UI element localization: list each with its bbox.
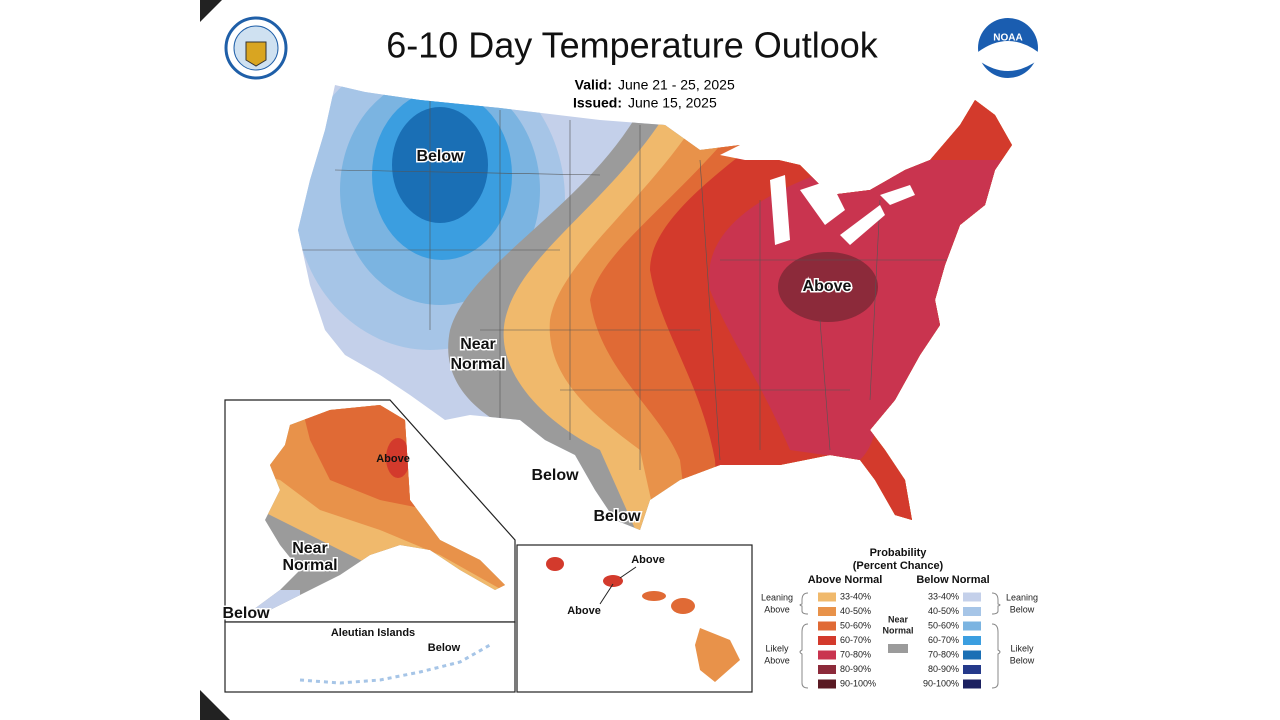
legend-group: Above <box>764 655 790 665</box>
legend-swatch <box>818 650 836 660</box>
issued-label: Issued: <box>573 95 622 111</box>
legend-label: 40-50% <box>840 606 871 616</box>
legend-group: Likely <box>765 643 789 653</box>
aleutian-title: Aleutian Islands <box>331 627 415 639</box>
legend-swatch <box>818 665 836 674</box>
legend-swatch <box>818 679 836 689</box>
map-label: Below <box>428 642 461 654</box>
legend-group: Leaning <box>1006 592 1038 602</box>
legend-swatch <box>963 592 981 602</box>
map-label: Above <box>803 278 852 295</box>
legend-label: 33-40% <box>840 591 871 601</box>
legend-group: Below <box>1010 655 1035 665</box>
title: 6-10 Day Temperature Outlook <box>386 25 879 66</box>
legend-label: 33-40% <box>928 591 959 601</box>
conus-map <box>298 85 1012 530</box>
legend-swatch <box>818 621 836 631</box>
legend-swatch <box>963 665 981 674</box>
map-label: Above <box>631 554 665 566</box>
map-label: Below <box>531 467 579 484</box>
issued-date: June 15, 2025 <box>628 95 717 111</box>
map-label: Below <box>222 605 270 622</box>
legend-header: Above Normal <box>808 574 883 586</box>
legend-swatch <box>963 679 981 689</box>
legend-label: 50-60% <box>840 620 871 630</box>
legend-swatch <box>963 636 981 645</box>
legend-group: Likely <box>1010 643 1034 653</box>
legend-header: Below Normal <box>916 574 989 586</box>
legend-swatch <box>818 636 836 645</box>
legend-label: 90-100% <box>840 678 876 688</box>
legend-label: 60-70% <box>928 635 959 645</box>
valid-label: Valid: <box>575 77 612 93</box>
legend-label: 40-50% <box>928 606 959 616</box>
legend: Probability (Percent Chance) Above Norma… <box>761 547 1038 689</box>
legend-swatch <box>818 607 836 616</box>
legend-title: Probability <box>870 547 928 559</box>
corner <box>200 690 230 720</box>
legend-label: 80-90% <box>840 664 871 674</box>
map-label: Below <box>416 148 464 165</box>
legend-label: 50-60% <box>928 620 959 630</box>
legend-label: 80-90% <box>928 664 959 674</box>
legend-label: 70-80% <box>840 649 871 659</box>
corner <box>200 0 222 22</box>
legend-group: Normal <box>882 625 913 635</box>
doc-seal <box>224 16 288 80</box>
legend-group: Below <box>1010 604 1035 614</box>
noaa-text: NOAA <box>993 33 1022 44</box>
noaa-logo: NOAA <box>978 18 1038 78</box>
legend-brace <box>799 592 1001 689</box>
map-label: Near <box>292 540 328 557</box>
map-label: Normal <box>450 356 505 373</box>
great-lakes <box>720 135 915 245</box>
legend-swatch <box>963 621 981 631</box>
legend-label: 70-80% <box>928 649 959 659</box>
aleutian-islands <box>299 643 491 685</box>
map-label: Above <box>376 453 410 465</box>
legend-swatch <box>963 607 981 616</box>
legend-swatch <box>963 650 981 660</box>
legend-group: Near <box>888 614 909 624</box>
legend-swatch <box>888 644 908 653</box>
valid-date: June 21 - 25, 2025 <box>618 77 735 93</box>
map-label: Near <box>460 336 496 353</box>
legend-label: 60-70% <box>840 635 871 645</box>
legend-group: Leaning <box>761 592 793 602</box>
map-label: Below <box>593 508 641 525</box>
hawaii-map <box>546 557 740 682</box>
map-label: Above <box>567 605 601 617</box>
legend-group: Above <box>764 604 790 614</box>
legend-subtitle: (Percent Chance) <box>853 560 944 572</box>
map-label: Normal <box>282 557 337 574</box>
legend-swatch <box>818 592 836 602</box>
legend-label: 90-100% <box>923 678 959 688</box>
